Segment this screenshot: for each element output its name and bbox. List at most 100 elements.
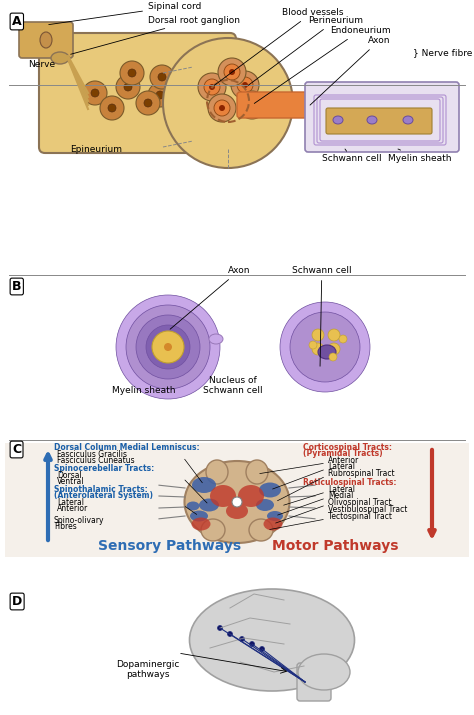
Text: Schwann cell: Schwann cell [292, 266, 352, 366]
Circle shape [231, 71, 259, 99]
Text: Medial: Medial [328, 491, 354, 500]
Circle shape [309, 341, 317, 349]
Ellipse shape [51, 52, 69, 64]
Circle shape [290, 312, 360, 382]
Text: Rubrospinal Tract: Rubrospinal Tract [328, 469, 395, 478]
Ellipse shape [210, 485, 236, 507]
Ellipse shape [206, 460, 228, 484]
Text: A: A [12, 15, 22, 28]
Ellipse shape [191, 518, 210, 531]
Ellipse shape [256, 499, 274, 511]
Circle shape [328, 343, 340, 355]
Text: Sensory Pathways: Sensory Pathways [98, 539, 241, 553]
Ellipse shape [40, 32, 52, 48]
Ellipse shape [209, 334, 223, 344]
Circle shape [120, 61, 144, 85]
Bar [5, 443, 469, 557]
Text: Epineurium: Epineurium [70, 145, 122, 154]
Ellipse shape [259, 483, 281, 498]
Ellipse shape [186, 501, 200, 511]
Text: Dorsal root ganglion: Dorsal root ganglion [71, 16, 240, 54]
Circle shape [238, 91, 266, 119]
Circle shape [259, 646, 264, 651]
Text: Spinothalamic Tracts:: Spinothalamic Tracts: [54, 485, 148, 494]
Circle shape [116, 295, 220, 399]
Text: Schwann cell: Schwann cell [322, 149, 382, 163]
Text: Motor Pathways: Motor Pathways [272, 539, 399, 553]
Ellipse shape [192, 477, 216, 493]
Ellipse shape [318, 345, 336, 359]
Text: Nucleus of
Schwann cell: Nucleus of Schwann cell [203, 375, 263, 395]
Circle shape [209, 84, 215, 90]
Circle shape [280, 302, 370, 392]
Circle shape [232, 497, 242, 507]
Circle shape [224, 64, 240, 80]
Text: Fibres: Fibres [54, 522, 77, 531]
Circle shape [128, 69, 136, 77]
Text: Axon: Axon [310, 36, 391, 105]
Ellipse shape [367, 116, 377, 124]
Text: B: B [12, 280, 21, 293]
Text: Lateral: Lateral [57, 498, 84, 507]
Text: Corticospinal Tracts:: Corticospinal Tracts: [303, 443, 392, 452]
Circle shape [218, 58, 246, 86]
Circle shape [166, 78, 190, 102]
Text: Lateral: Lateral [328, 485, 355, 494]
Circle shape [152, 331, 184, 363]
Text: } Nerve fibre: } Nerve fibre [413, 48, 473, 57]
Circle shape [242, 82, 248, 88]
Text: Dorsal Column Medial Lemniscus:: Dorsal Column Medial Lemniscus: [54, 443, 200, 452]
Ellipse shape [226, 503, 248, 519]
Ellipse shape [238, 485, 264, 507]
Text: Blood vessels: Blood vessels [214, 8, 344, 85]
Circle shape [91, 89, 99, 97]
Circle shape [312, 329, 324, 341]
Ellipse shape [264, 518, 283, 531]
Text: Perineurium: Perineurium [248, 16, 363, 85]
Circle shape [204, 79, 220, 95]
Circle shape [214, 100, 230, 116]
Circle shape [218, 626, 222, 631]
Text: C: C [12, 443, 21, 456]
Circle shape [156, 91, 164, 99]
Circle shape [239, 636, 245, 641]
Circle shape [249, 102, 255, 108]
Circle shape [150, 65, 174, 89]
Circle shape [124, 83, 132, 91]
FancyBboxPatch shape [237, 92, 328, 118]
Circle shape [228, 631, 233, 636]
Text: Spinocerebellar Tracts:: Spinocerebellar Tracts: [54, 464, 154, 473]
Text: (Pyramidal Tracts): (Pyramidal Tracts) [303, 449, 383, 458]
Text: Myelin sheath: Myelin sheath [388, 149, 452, 163]
Text: Olivospinal Tract: Olivospinal Tract [328, 498, 392, 507]
Circle shape [328, 329, 340, 341]
Ellipse shape [403, 116, 413, 124]
Ellipse shape [190, 589, 355, 691]
Circle shape [244, 97, 260, 113]
Circle shape [164, 343, 172, 351]
Circle shape [339, 335, 347, 343]
Text: Endoneurium: Endoneurium [254, 26, 391, 104]
Circle shape [249, 641, 255, 646]
Circle shape [126, 305, 210, 389]
Circle shape [312, 343, 324, 355]
Text: Ventral: Ventral [57, 477, 84, 486]
Text: Nerve: Nerve [28, 60, 55, 69]
Text: Tectospinal Tract: Tectospinal Tract [328, 512, 392, 521]
Text: Spino-olivary: Spino-olivary [54, 516, 104, 525]
Circle shape [116, 75, 140, 99]
Circle shape [144, 99, 152, 107]
FancyBboxPatch shape [326, 108, 432, 134]
Text: D: D [12, 595, 22, 608]
Ellipse shape [246, 460, 268, 484]
Text: Vestibulospinal Tract: Vestibulospinal Tract [328, 505, 407, 514]
Circle shape [136, 91, 160, 115]
Ellipse shape [201, 519, 225, 541]
Circle shape [219, 105, 225, 111]
Ellipse shape [267, 511, 283, 521]
Ellipse shape [199, 498, 219, 511]
Text: (Anterolateral System): (Anterolateral System) [54, 491, 153, 500]
Text: Axon: Axon [170, 266, 250, 329]
FancyBboxPatch shape [39, 33, 236, 153]
Circle shape [163, 38, 293, 168]
